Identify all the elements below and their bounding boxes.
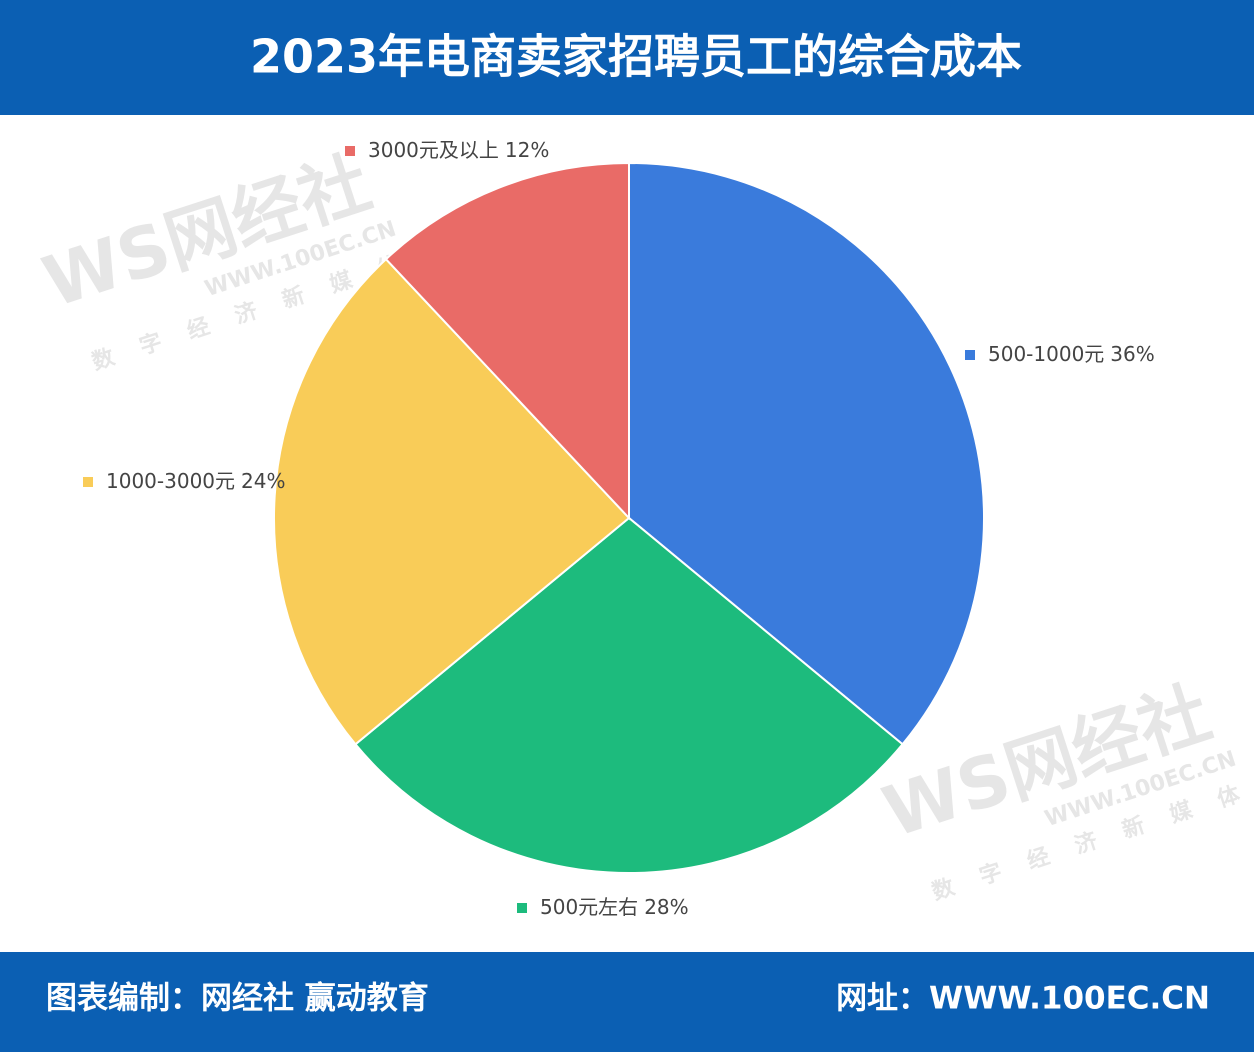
pie: 500-1000元 36% 500元左右 28% 1000-3000元 24% 3000元及… (83, 138, 1155, 919)
footer-website: 网址：WWW.100EC.CN (836, 981, 1210, 1017)
category-label: 500-1000元 (988, 342, 1104, 366)
footer-credit: 图表编制：网经社 赢动教育 (46, 981, 429, 1017)
value-label: 28% (644, 895, 688, 919)
legend-swatch (345, 146, 355, 156)
legend-swatch (517, 903, 527, 913)
data-label: 1000-3000元 24% (106, 469, 285, 493)
value-label: 12% (505, 138, 549, 162)
pie-slice (273, 257, 631, 746)
data-label: 3000元及以上 12% (368, 138, 549, 162)
category-label: 1000-3000元 (106, 469, 235, 493)
data-label: 500-1000元 36% (988, 342, 1155, 366)
footer-bar (0, 952, 1254, 1052)
pie-slice (354, 516, 904, 874)
category-label: 500元左右 (540, 895, 638, 919)
pie-slice (384, 161, 630, 521)
legend-swatch (965, 350, 975, 360)
value-label: 24% (241, 469, 285, 493)
legend-swatch (83, 477, 93, 487)
data-label: 500元左右 28% (540, 895, 689, 919)
pie-slice (628, 161, 985, 746)
chart-title: 2023年电商卖家招聘员工的综合成本 (250, 30, 1022, 84)
header-bar (0, 0, 1254, 115)
value-label: 36% (1110, 342, 1154, 366)
category-label: 3000元及以上 (368, 138, 499, 162)
